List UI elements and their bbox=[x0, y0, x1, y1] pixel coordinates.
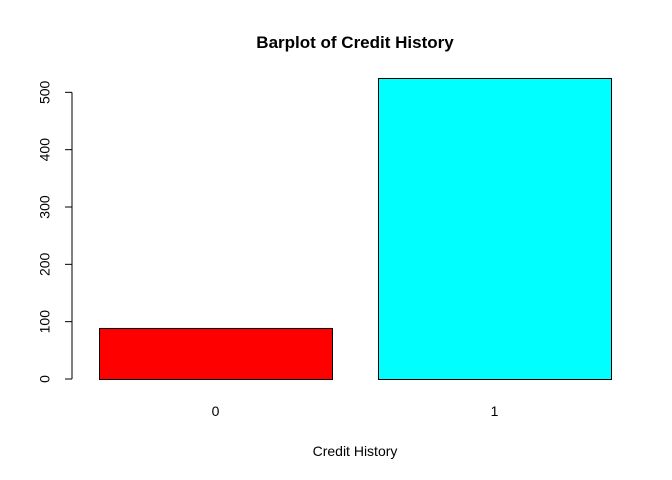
bar-0 bbox=[99, 327, 333, 380]
bar-1 bbox=[378, 78, 612, 380]
y-axis: 0 100 200 300 400 500 bbox=[37, 80, 73, 383]
bars-group bbox=[99, 78, 612, 380]
y-tick-label: 100 bbox=[37, 310, 53, 334]
y-tick-label: 500 bbox=[37, 80, 53, 104]
x-tick-label: 0 bbox=[212, 403, 220, 419]
y-tick-label: 400 bbox=[37, 138, 53, 162]
y-tick-label: 0 bbox=[37, 375, 53, 383]
y-tick-label: 300 bbox=[37, 195, 53, 219]
y-tick-label: 200 bbox=[37, 252, 53, 276]
x-tick-label: 1 bbox=[491, 403, 499, 419]
chart-title: Barplot of Credit History bbox=[256, 33, 454, 52]
x-axis-label: Credit History bbox=[313, 443, 398, 459]
